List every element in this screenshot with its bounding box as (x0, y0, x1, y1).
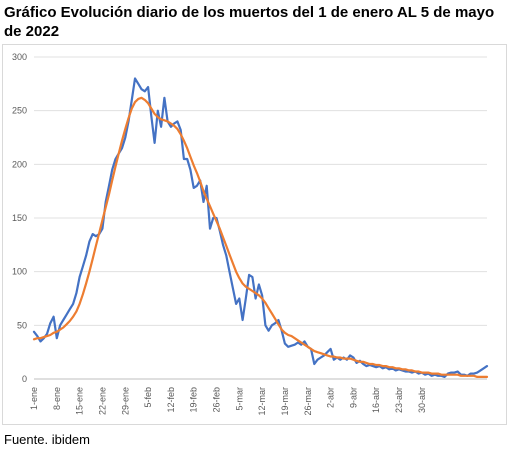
y-tick-label: 250 (12, 106, 27, 116)
y-tick-label: 300 (12, 52, 27, 62)
x-tick-label: 12-mar (257, 387, 267, 416)
y-tick-label: 150 (12, 213, 27, 223)
x-tick-label: 5-feb (143, 387, 153, 408)
series-line-daily-deaths (32, 77, 489, 378)
x-tick-label: 1-ene (29, 387, 39, 410)
y-tick-label: 100 (12, 267, 27, 277)
x-tick-label: 15-ene (75, 387, 85, 415)
x-tick-label: 26-feb (212, 387, 222, 413)
x-tick-label: 9-abr (348, 387, 358, 408)
y-tick-label: 50 (17, 320, 27, 330)
y-tick-label: 0 (22, 374, 27, 384)
x-tick-label: 30-abr (417, 387, 427, 413)
chart-frame (2, 44, 507, 425)
x-tick-label: 19-feb (189, 387, 199, 413)
x-tick-label: 8-ene (52, 387, 62, 410)
series-line-moving-average (32, 96, 489, 378)
chart-title: Gráfico Evolución diario de los muertos … (4, 4, 495, 40)
x-tick-label: 26-mar (303, 387, 313, 416)
x-tick-label: 2-abr (326, 387, 336, 408)
x-tick-label: 29-ene (120, 387, 130, 415)
x-tick-label: 23-abr (394, 387, 404, 413)
y-tick-label: 200 (12, 159, 27, 169)
x-tick-label: 22-ene (97, 387, 107, 415)
x-tick-label: 12-feb (166, 387, 176, 413)
x-tick-label: 16-abr (371, 387, 381, 413)
x-tick-label: 5-mar (234, 387, 244, 411)
source-note: Fuente. ibidem (4, 432, 90, 447)
x-tick-label: 19-mar (280, 387, 290, 416)
